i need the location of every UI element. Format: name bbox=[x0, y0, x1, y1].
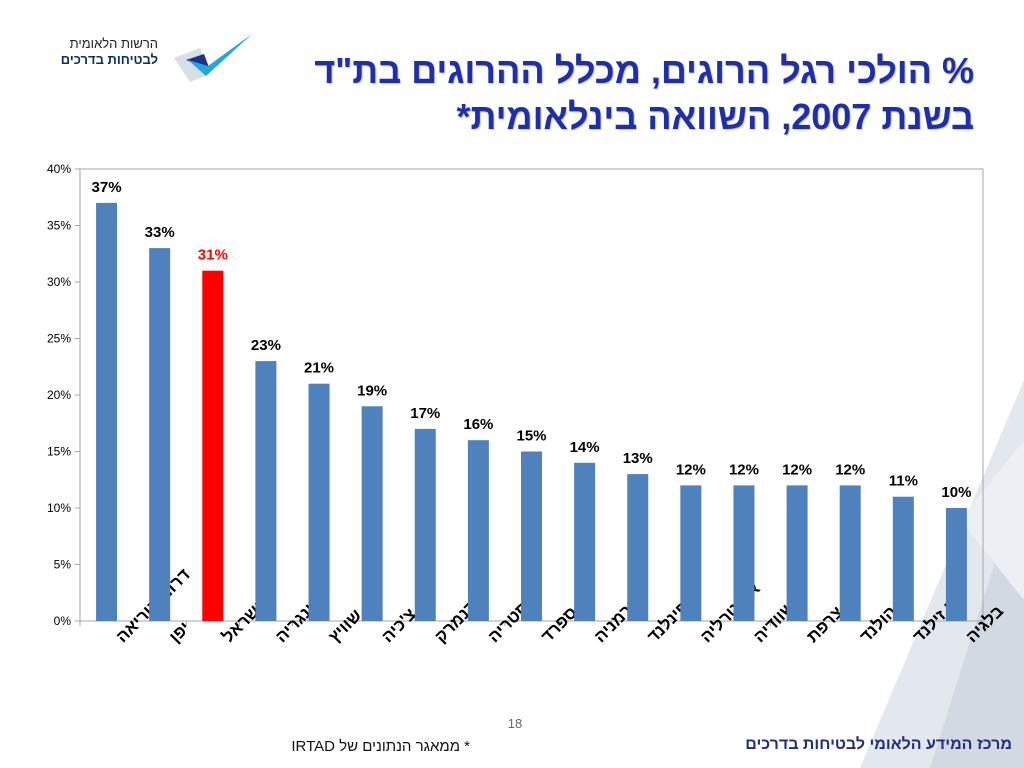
data-label: 11% bbox=[889, 473, 918, 490]
data-label: 31% bbox=[198, 247, 228, 264]
y-tick-label: 25% bbox=[47, 332, 71, 346]
bar bbox=[308, 383, 330, 621]
title-line1: % הולכי רגל הרוגים, מכלל ההרוגים בת"ד bbox=[314, 50, 974, 91]
bar bbox=[733, 485, 755, 621]
category-label: שוויץ bbox=[325, 605, 366, 646]
data-label: 15% bbox=[516, 428, 546, 445]
bar bbox=[96, 202, 118, 621]
bar bbox=[361, 406, 383, 621]
bar bbox=[521, 451, 542, 621]
checkmark-logo-icon bbox=[174, 34, 252, 82]
data-label: 19% bbox=[357, 382, 387, 399]
source-note: * ממאגר הנתונים של IRTAD bbox=[291, 738, 470, 755]
y-tick-label: 15% bbox=[47, 445, 71, 459]
title-line2: בשנת 2007, השוואה בינלאומית* bbox=[456, 96, 974, 137]
y-tick-label: 20% bbox=[47, 388, 71, 402]
bar bbox=[945, 508, 967, 621]
category-label: צ'כיה bbox=[378, 605, 420, 647]
bar bbox=[414, 428, 436, 621]
category-label: בלגיה bbox=[962, 601, 1007, 646]
data-label: 13% bbox=[623, 450, 653, 467]
logo: הרשות הלאומית לבטיחות בדרכים bbox=[38, 30, 253, 86]
logo-line1: הרשות הלאומית bbox=[69, 36, 158, 51]
data-label: 12% bbox=[782, 461, 812, 478]
page-number: 18 bbox=[507, 716, 523, 731]
bar bbox=[892, 496, 914, 621]
footer-text: מרכז המידע הלאומי לבטיחות בדרכים bbox=[745, 736, 1012, 753]
data-label: 16% bbox=[463, 416, 493, 433]
y-tick-label: 5% bbox=[54, 558, 72, 572]
data-label: 33% bbox=[145, 224, 175, 241]
y-tick-label: 35% bbox=[47, 219, 71, 233]
bar bbox=[574, 462, 596, 621]
category-label: יפן bbox=[166, 618, 194, 646]
data-label: 23% bbox=[251, 337, 281, 354]
page-title: % הולכי רגל הרוגים, מכלל ההרוגים בת"ד בש… bbox=[214, 48, 974, 140]
bar bbox=[467, 440, 489, 621]
bar bbox=[202, 270, 224, 621]
y-tick-label: 10% bbox=[47, 501, 71, 515]
bar bbox=[255, 361, 277, 621]
data-label: 10% bbox=[941, 484, 971, 501]
bar bbox=[149, 248, 171, 621]
bar bbox=[839, 485, 861, 621]
y-tick-label: 40% bbox=[47, 162, 71, 176]
data-label: 12% bbox=[729, 461, 759, 478]
data-label: 14% bbox=[570, 439, 600, 456]
data-label: 21% bbox=[304, 360, 334, 377]
data-label: 17% bbox=[410, 405, 440, 422]
bar bbox=[680, 485, 702, 621]
data-label: 12% bbox=[835, 461, 865, 478]
y-tick-label: 30% bbox=[47, 275, 71, 289]
data-label: 37% bbox=[92, 179, 122, 196]
bar bbox=[786, 485, 808, 621]
logo-line2: לבטיחות בדרכים bbox=[60, 52, 158, 67]
data-label: 12% bbox=[676, 461, 706, 478]
y-tick-label: 0% bbox=[54, 614, 72, 628]
logo-text: הרשות הלאומית לבטיחות בדרכים bbox=[38, 36, 158, 68]
bar bbox=[627, 474, 649, 621]
